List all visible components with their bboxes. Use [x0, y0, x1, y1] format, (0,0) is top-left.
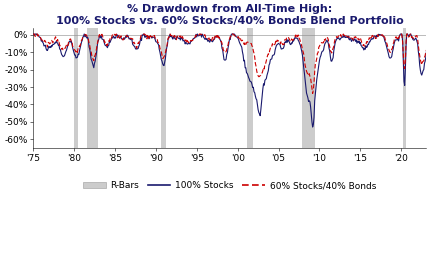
Bar: [302, 28, 315, 148]
Bar: [74, 28, 78, 148]
Bar: [87, 28, 98, 148]
Bar: [403, 28, 406, 148]
Legend: R-Bars, 100% Stocks, 60% Stocks/40% Bonds: R-Bars, 100% Stocks, 60% Stocks/40% Bond…: [80, 178, 380, 194]
Title: % Drawdown from All-Time High:
100% Stocks vs. 60% Stocks/40% Bonds Blend Portfo: % Drawdown from All-Time High: 100% Stoc…: [55, 4, 403, 26]
Bar: [161, 28, 166, 148]
Bar: [248, 28, 253, 148]
